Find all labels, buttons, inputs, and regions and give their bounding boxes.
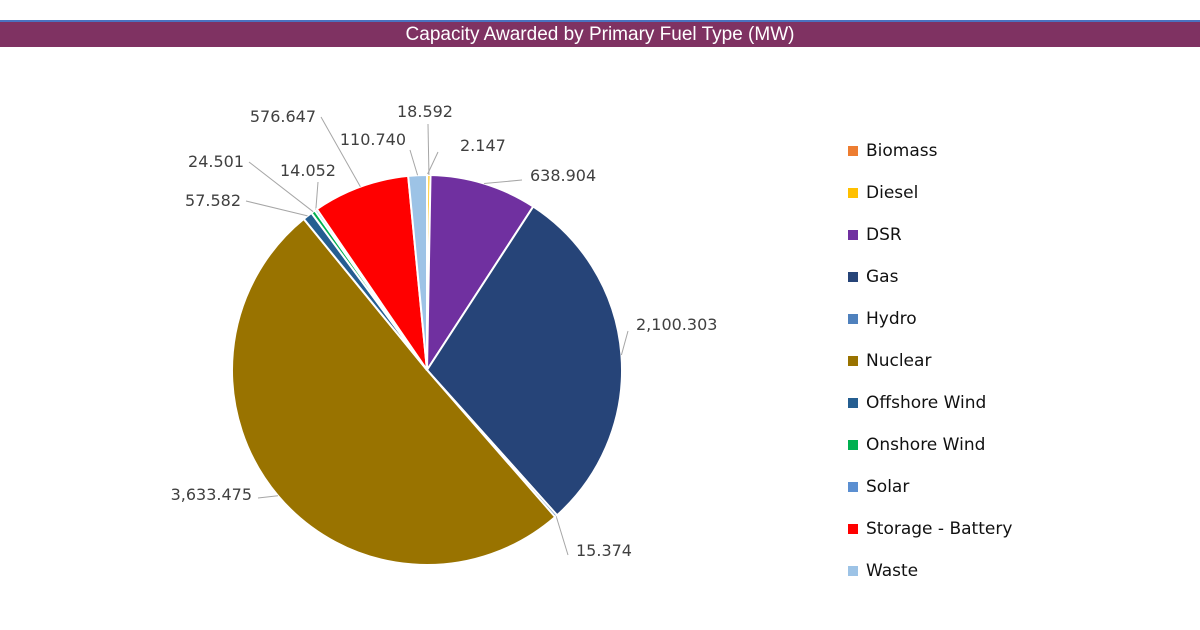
leader-line (620, 330, 629, 356)
legend-label: Gas (866, 267, 899, 287)
data-label: 24.501 (188, 152, 244, 171)
data-label: 14.052 (280, 161, 336, 180)
legend-label: Solar (866, 477, 910, 497)
legend-item: Solar (848, 466, 1012, 508)
legend-label: Nuclear (866, 351, 932, 371)
data-label: 2,100.303 (636, 315, 717, 334)
leader-line (248, 161, 314, 213)
leader-line (315, 181, 319, 210)
legend-item: Waste (848, 550, 1012, 592)
legend-label: Offshore Wind (866, 393, 987, 413)
data-label: 2.147 (460, 136, 506, 155)
leader-line (245, 200, 308, 217)
data-label: 638.904 (530, 166, 596, 185)
legend-item: Storage - Battery (848, 508, 1012, 550)
data-label: 110.740 (340, 130, 406, 149)
legend-swatch-icon (848, 188, 858, 198)
legend-label: Hydro (866, 309, 917, 329)
legend-swatch-icon (848, 398, 858, 408)
data-label: 18.592 (397, 102, 453, 121)
leader-line (409, 149, 419, 176)
legend-item: Offshore Wind (848, 382, 1012, 424)
legend-swatch-icon (848, 356, 858, 366)
legend-item: Nuclear (848, 340, 1012, 382)
leader-line (427, 123, 430, 176)
legend-swatch-icon (848, 566, 858, 576)
legend-swatch-icon (848, 272, 858, 282)
legend-swatch-icon (848, 440, 858, 450)
data-label: 3,633.475 (171, 485, 252, 504)
legend-swatch-icon (848, 230, 858, 240)
legend-item: Hydro (848, 298, 1012, 340)
data-label: 576.647 (250, 107, 316, 126)
legend-swatch-icon (848, 482, 858, 492)
legend-swatch-icon (848, 146, 858, 156)
legend-item: Onshore Wind (848, 424, 1012, 466)
legend-label: Onshore Wind (866, 435, 986, 455)
leader-line (555, 515, 569, 556)
legend-item: DSR (848, 214, 1012, 256)
legend-swatch-icon (848, 314, 858, 324)
leader-line (320, 116, 361, 187)
legend-label: Storage - Battery (866, 519, 1013, 539)
legend-swatch-icon (848, 524, 858, 534)
legend-label: Diesel (866, 183, 919, 203)
chart-title: Capacity Awarded by Primary Fuel Type (M… (405, 24, 795, 45)
pie-slice-storage-battery (315, 174, 428, 371)
leader-line (484, 179, 523, 185)
legend-label: Biomass (866, 141, 938, 161)
data-label: 57.582 (185, 191, 241, 210)
pie-slice-waste (407, 173, 428, 371)
legend-item: Biomass (848, 130, 1012, 172)
pie-slice-nuclear (231, 217, 557, 566)
pie-slice-gas (425, 205, 623, 517)
legend-label: DSR (866, 225, 902, 245)
legend: Biomass Diesel DSR Gas Hydro Nuclear Offshore … (848, 130, 1012, 592)
data-label: 15.374 (576, 541, 632, 560)
legend-item: Diesel (848, 172, 1012, 214)
chart-title-bar: Capacity Awarded by Primary Fuel Type (M… (0, 20, 1200, 47)
legend-item: Gas (848, 256, 1012, 298)
legend-label: Waste (866, 561, 919, 581)
leader-line (257, 495, 279, 499)
